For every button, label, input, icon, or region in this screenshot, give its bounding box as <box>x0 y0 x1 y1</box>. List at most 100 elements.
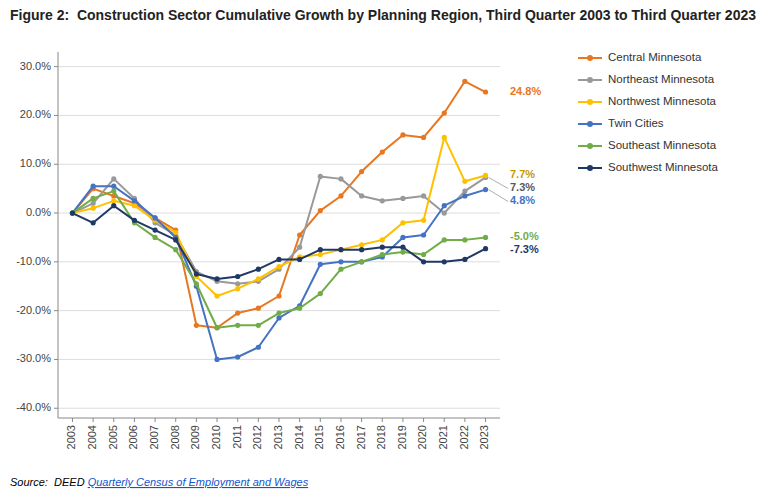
x-tick <box>320 418 321 422</box>
point <box>70 210 75 215</box>
x-tick-label: 2015 <box>313 425 325 449</box>
plot-area <box>70 79 488 362</box>
point <box>152 215 157 220</box>
data-label: -7.3% <box>510 243 539 255</box>
point <box>421 218 426 223</box>
point <box>483 246 488 251</box>
point <box>235 354 240 359</box>
point <box>338 247 343 252</box>
title-line: Figure 2: Construction Sector Cumulative… <box>10 7 756 23</box>
point <box>359 193 364 198</box>
title: Figure 2: Construction Sector Cumulative… <box>10 7 756 23</box>
x-tick-label: 2006 <box>127 425 139 449</box>
x-axis: 2003200420052006200720082009201020112012… <box>58 418 500 449</box>
point <box>442 237 447 242</box>
y-tick-label: -20.0% <box>16 304 51 316</box>
legend: Central MinnesotaNortheast MinnesotaNort… <box>578 51 719 173</box>
point <box>338 176 343 181</box>
series-line <box>72 81 485 327</box>
point <box>91 184 96 189</box>
point <box>297 232 302 237</box>
point <box>483 235 488 240</box>
point <box>256 345 261 350</box>
x-tick-label: 2007 <box>148 425 160 449</box>
point <box>380 198 385 203</box>
point <box>318 262 323 267</box>
x-tick-label: 2013 <box>272 425 284 449</box>
point <box>400 235 405 240</box>
y-tick <box>54 408 58 409</box>
data-label: 7.7% <box>510 168 535 180</box>
point <box>400 245 405 250</box>
point <box>152 228 157 233</box>
y-axis-line <box>58 52 59 418</box>
point <box>462 237 467 242</box>
x-tick <box>402 418 403 422</box>
y-tick <box>54 261 58 262</box>
point <box>214 357 219 362</box>
y-tick-label: -10.0% <box>16 255 51 267</box>
point <box>91 206 96 211</box>
point <box>318 252 323 257</box>
source: Source: DEED Quarterly Census of Employm… <box>10 476 309 488</box>
point <box>194 271 199 276</box>
point <box>111 188 116 193</box>
y-tick <box>54 310 58 311</box>
x-tick <box>196 418 197 422</box>
legend-marker <box>587 77 593 83</box>
series-line <box>72 206 485 279</box>
legend-marker <box>587 165 593 171</box>
point <box>70 210 75 215</box>
grid-line <box>58 66 500 67</box>
point <box>297 306 302 311</box>
x-tick-label: 2018 <box>375 425 387 449</box>
point <box>214 293 219 298</box>
point <box>338 247 343 252</box>
background <box>0 0 768 496</box>
x-tick-label: 2003 <box>65 425 77 449</box>
y-tick <box>54 213 58 214</box>
point <box>462 79 467 84</box>
y-tick <box>54 359 58 360</box>
point <box>421 252 426 257</box>
point <box>318 174 323 179</box>
point <box>483 89 488 94</box>
x-tick-label: 2020 <box>416 425 428 449</box>
point <box>442 110 447 115</box>
point <box>483 187 488 192</box>
point <box>297 245 302 250</box>
x-tick <box>464 418 465 422</box>
point <box>235 323 240 328</box>
x-tick <box>485 418 486 422</box>
point <box>400 220 405 225</box>
series-line <box>72 191 485 328</box>
point <box>338 267 343 272</box>
end-labels: 24.8%7.7%7.3%4.8%-5.0%-7.3% <box>489 85 542 255</box>
point <box>276 315 281 320</box>
point <box>70 210 75 215</box>
x-tick <box>155 418 156 422</box>
series-line <box>72 137 485 296</box>
x-tick <box>299 418 300 422</box>
chart: Figure 2: Construction Sector Cumulative… <box>0 0 768 496</box>
point <box>421 193 426 198</box>
point <box>421 232 426 237</box>
x-tick <box>340 418 341 422</box>
point <box>400 249 405 254</box>
data-label: 4.8% <box>510 194 535 206</box>
point <box>91 220 96 225</box>
point <box>214 276 219 281</box>
x-tick <box>444 418 445 422</box>
y-tick <box>54 164 58 165</box>
leader-line <box>489 177 508 188</box>
y-tick <box>54 66 58 67</box>
point <box>359 247 364 252</box>
x-tick-label: 2010 <box>210 425 222 449</box>
data-label: 7.3% <box>510 181 535 193</box>
legend-marker <box>587 121 593 127</box>
point <box>256 276 261 281</box>
x-tick-label: 2008 <box>169 425 181 449</box>
point <box>462 193 467 198</box>
point <box>111 203 116 208</box>
x-tick <box>134 418 135 422</box>
